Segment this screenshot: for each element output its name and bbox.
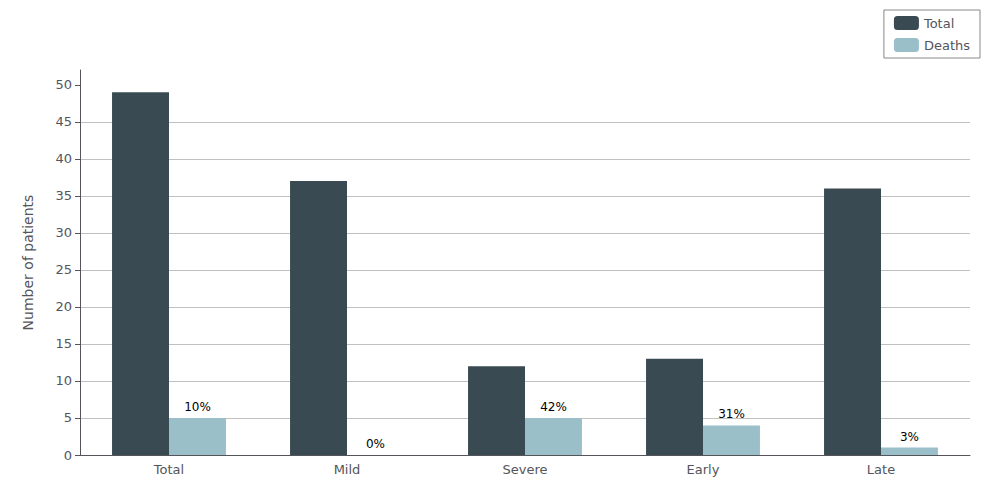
svg-text:Total: Total: [153, 462, 184, 477]
svg-text:40: 40: [55, 151, 72, 166]
svg-text:31%: 31%: [718, 407, 745, 421]
svg-text:25: 25: [55, 262, 72, 277]
svg-text:50: 50: [55, 77, 72, 92]
svg-text:Late: Late: [867, 462, 895, 477]
svg-text:30: 30: [55, 225, 72, 240]
svg-text:42%: 42%: [540, 400, 567, 414]
svg-text:Deaths: Deaths: [924, 38, 970, 53]
svg-text:Number of patients: Number of patients: [20, 195, 36, 331]
svg-text:20: 20: [55, 299, 72, 314]
svg-text:0: 0: [64, 448, 72, 463]
svg-text:Severe: Severe: [503, 462, 548, 477]
svg-text:Mild: Mild: [334, 462, 361, 477]
svg-text:15: 15: [55, 336, 72, 351]
svg-text:10: 10: [55, 373, 72, 388]
svg-text:3%: 3%: [900, 430, 919, 444]
svg-text:5: 5: [64, 410, 72, 425]
svg-text:Early: Early: [687, 462, 720, 477]
svg-text:35: 35: [55, 188, 72, 203]
svg-text:Total: Total: [923, 16, 954, 31]
svg-text:45: 45: [55, 114, 72, 129]
svg-text:0%: 0%: [366, 437, 385, 451]
svg-text:10%: 10%: [184, 400, 211, 414]
